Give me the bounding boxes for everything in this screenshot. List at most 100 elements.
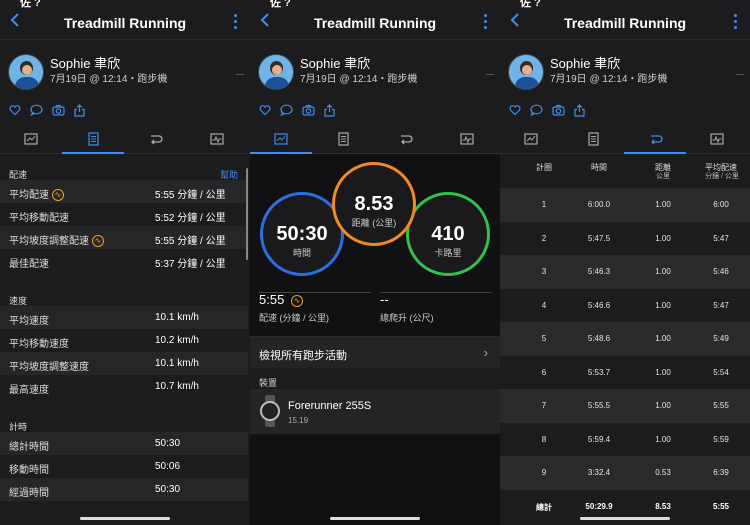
pace-column-header: 平均配速: [705, 163, 737, 172]
stat-value: 5:52 分鐘 / 公里: [155, 213, 226, 224]
lap-lap: 9: [541, 468, 547, 477]
tab-laps[interactable]: [124, 126, 186, 154]
stat-row: 平均速度 10.1 km/h: [0, 306, 248, 329]
table-row[interactable]: 3 5:46.3 1.00 5:46: [500, 255, 750, 289]
tab-map[interactable]: [500, 126, 562, 154]
lap-time: 5:53.7: [587, 367, 611, 377]
user-name: Sophie 聿欣: [50, 56, 121, 71]
stats-screen: 佐 ? Treadmill Running Sophie 聿欣 7月19日 @ …: [0, 0, 250, 525]
view-all-runs-link[interactable]: 檢視所有跑步活動 ›: [250, 336, 500, 368]
table-row[interactable]: 6 5:53.7 1.00 5:54: [500, 356, 750, 390]
lap-pace: 6:39: [713, 468, 729, 477]
heart-icon[interactable]: [509, 104, 521, 116]
table-row[interactable]: 2 5:47.5 1.00 5:47: [500, 222, 750, 256]
empty-area: [250, 434, 500, 525]
tab-charts[interactable]: [186, 126, 248, 154]
stat-row: 總計時間 50:30: [0, 432, 248, 455]
tab-stats[interactable]: [62, 126, 124, 154]
table-row[interactable]: 8 5:59.4 1.00 5:59: [500, 423, 750, 457]
table-row[interactable]: 9 3:32.4 0.53 6:39: [500, 456, 750, 490]
lap-distance: 1.00: [655, 267, 671, 276]
more-options-icon[interactable]: [734, 14, 738, 30]
top-bar: 佐 ? Treadmill Running: [0, 0, 250, 40]
tab-charts[interactable]: [686, 126, 748, 154]
device-row[interactable]: Forerunner 255S 15.19: [250, 389, 500, 434]
section-title: 配速: [9, 170, 28, 180]
pace-unit: 分鐘 / 公里: [705, 173, 739, 180]
lap-pace: 5:46: [713, 267, 729, 276]
comment-icon[interactable]: [30, 104, 43, 116]
stat-label: 平均配速 ∿: [9, 186, 64, 202]
lap-pace: 5:47: [713, 233, 729, 243]
stat-row: 平均移動速度 10.2 km/h: [0, 329, 248, 352]
scrollbar[interactable]: [246, 168, 248, 260]
tab-laps[interactable]: [624, 126, 686, 154]
tab-charts[interactable]: [436, 126, 498, 154]
stat-row: 最佳配速 5:37 分鐘 / 公里: [0, 249, 248, 272]
activity-header: Sophie 聿欣 7月19日 @ 12:14・跑步機: [250, 40, 500, 100]
lap-time: 5:55.5: [587, 401, 611, 410]
table-row[interactable]: 7 5:55.5 1.00 5:55: [500, 389, 750, 423]
stat-label-text: 平均移動配速: [9, 213, 69, 224]
tab-stats[interactable]: [312, 126, 374, 154]
laps-screen: 佐 ? Treadmill Running Sophie 聿欣 7月19日 @ …: [500, 0, 750, 525]
avatar[interactable]: [8, 54, 44, 90]
laps-table-header: 計圈 時間 距離 公里 平均配速 分鐘 / 公里: [500, 154, 750, 188]
pace-trend-icon[interactable]: ∿: [52, 189, 64, 202]
lap-lap: 4: [541, 300, 547, 310]
divider: [380, 292, 492, 293]
share-icon[interactable]: [74, 104, 85, 117]
lap-pace: 5:54: [713, 367, 729, 377]
lap-pace: 6:00: [713, 200, 729, 209]
lap-distance: 1.00: [655, 367, 671, 377]
help-link[interactable]: 幫助: [219, 170, 238, 180]
more-options-icon[interactable]: [484, 14, 488, 30]
stat-row: 平均坡度調整速度 10.1 km/h: [0, 352, 248, 375]
camera-icon[interactable]: [302, 104, 315, 116]
tab-map[interactable]: [250, 126, 312, 154]
comment-icon[interactable]: [530, 104, 543, 116]
back-chevron-icon[interactable]: [258, 12, 272, 28]
user-name: Sophie 聿欣: [300, 56, 371, 71]
stat-label-text: 平均坡度調整速度: [9, 362, 89, 373]
heart-icon[interactable]: [9, 104, 21, 116]
stat-label-text: 移動時間: [9, 465, 49, 476]
comment-icon[interactable]: [280, 104, 293, 116]
divider: [259, 292, 371, 293]
tab-stats[interactable]: [562, 126, 624, 154]
lap-lap: 1: [541, 200, 547, 209]
camera-icon[interactable]: [52, 104, 65, 116]
camera-icon[interactable]: [552, 104, 565, 116]
stat-label: 移動時間: [9, 461, 49, 476]
table-row[interactable]: 1 6:00.0 1.00 6:00: [500, 188, 750, 222]
stat-row: 經過時間 50:30: [0, 478, 248, 501]
table-row[interactable]: 4 5:46.6 1.00 5:47: [500, 289, 750, 323]
share-icon[interactable]: [324, 104, 335, 117]
watch-icon: [260, 395, 280, 427]
stat-row: 平均坡度調整配速 ∿ 5:55 分鐘 / 公里: [0, 226, 248, 249]
lap-distance: 1.00: [655, 200, 671, 209]
lap-pace: 5:59: [713, 434, 729, 444]
activity-date: 7月19日 @ 12:14・跑步機: [550, 74, 668, 85]
tab-laps[interactable]: [374, 126, 436, 154]
lap-distance: 1.00: [655, 401, 671, 410]
tab-map[interactable]: [0, 126, 62, 154]
avatar[interactable]: [508, 54, 544, 90]
more-options-icon[interactable]: [234, 14, 238, 30]
stat-value: 5:55 分鐘 / 公里: [155, 236, 226, 247]
back-chevron-icon[interactable]: [508, 12, 522, 28]
chevron-right-icon: ›: [483, 345, 488, 360]
stat-label-text: 平均移動速度: [9, 339, 69, 350]
heart-icon[interactable]: [259, 104, 271, 116]
share-icon[interactable]: [574, 104, 585, 117]
status-bar-clipped: 佐 ?: [520, 0, 541, 9]
pace-trend-icon[interactable]: ∿: [92, 235, 104, 248]
divider: [486, 74, 494, 75]
user-name: Sophie 聿欣: [550, 56, 621, 71]
lap-distance: 0.53: [655, 468, 671, 477]
activity-date: 7月19日 @ 12:14・跑步機: [50, 74, 168, 85]
page-title: Treadmill Running: [63, 15, 187, 31]
table-row[interactable]: 5 5:48.6 1.00 5:49: [500, 322, 750, 356]
back-chevron-icon[interactable]: [8, 12, 22, 28]
avatar[interactable]: [258, 54, 294, 90]
